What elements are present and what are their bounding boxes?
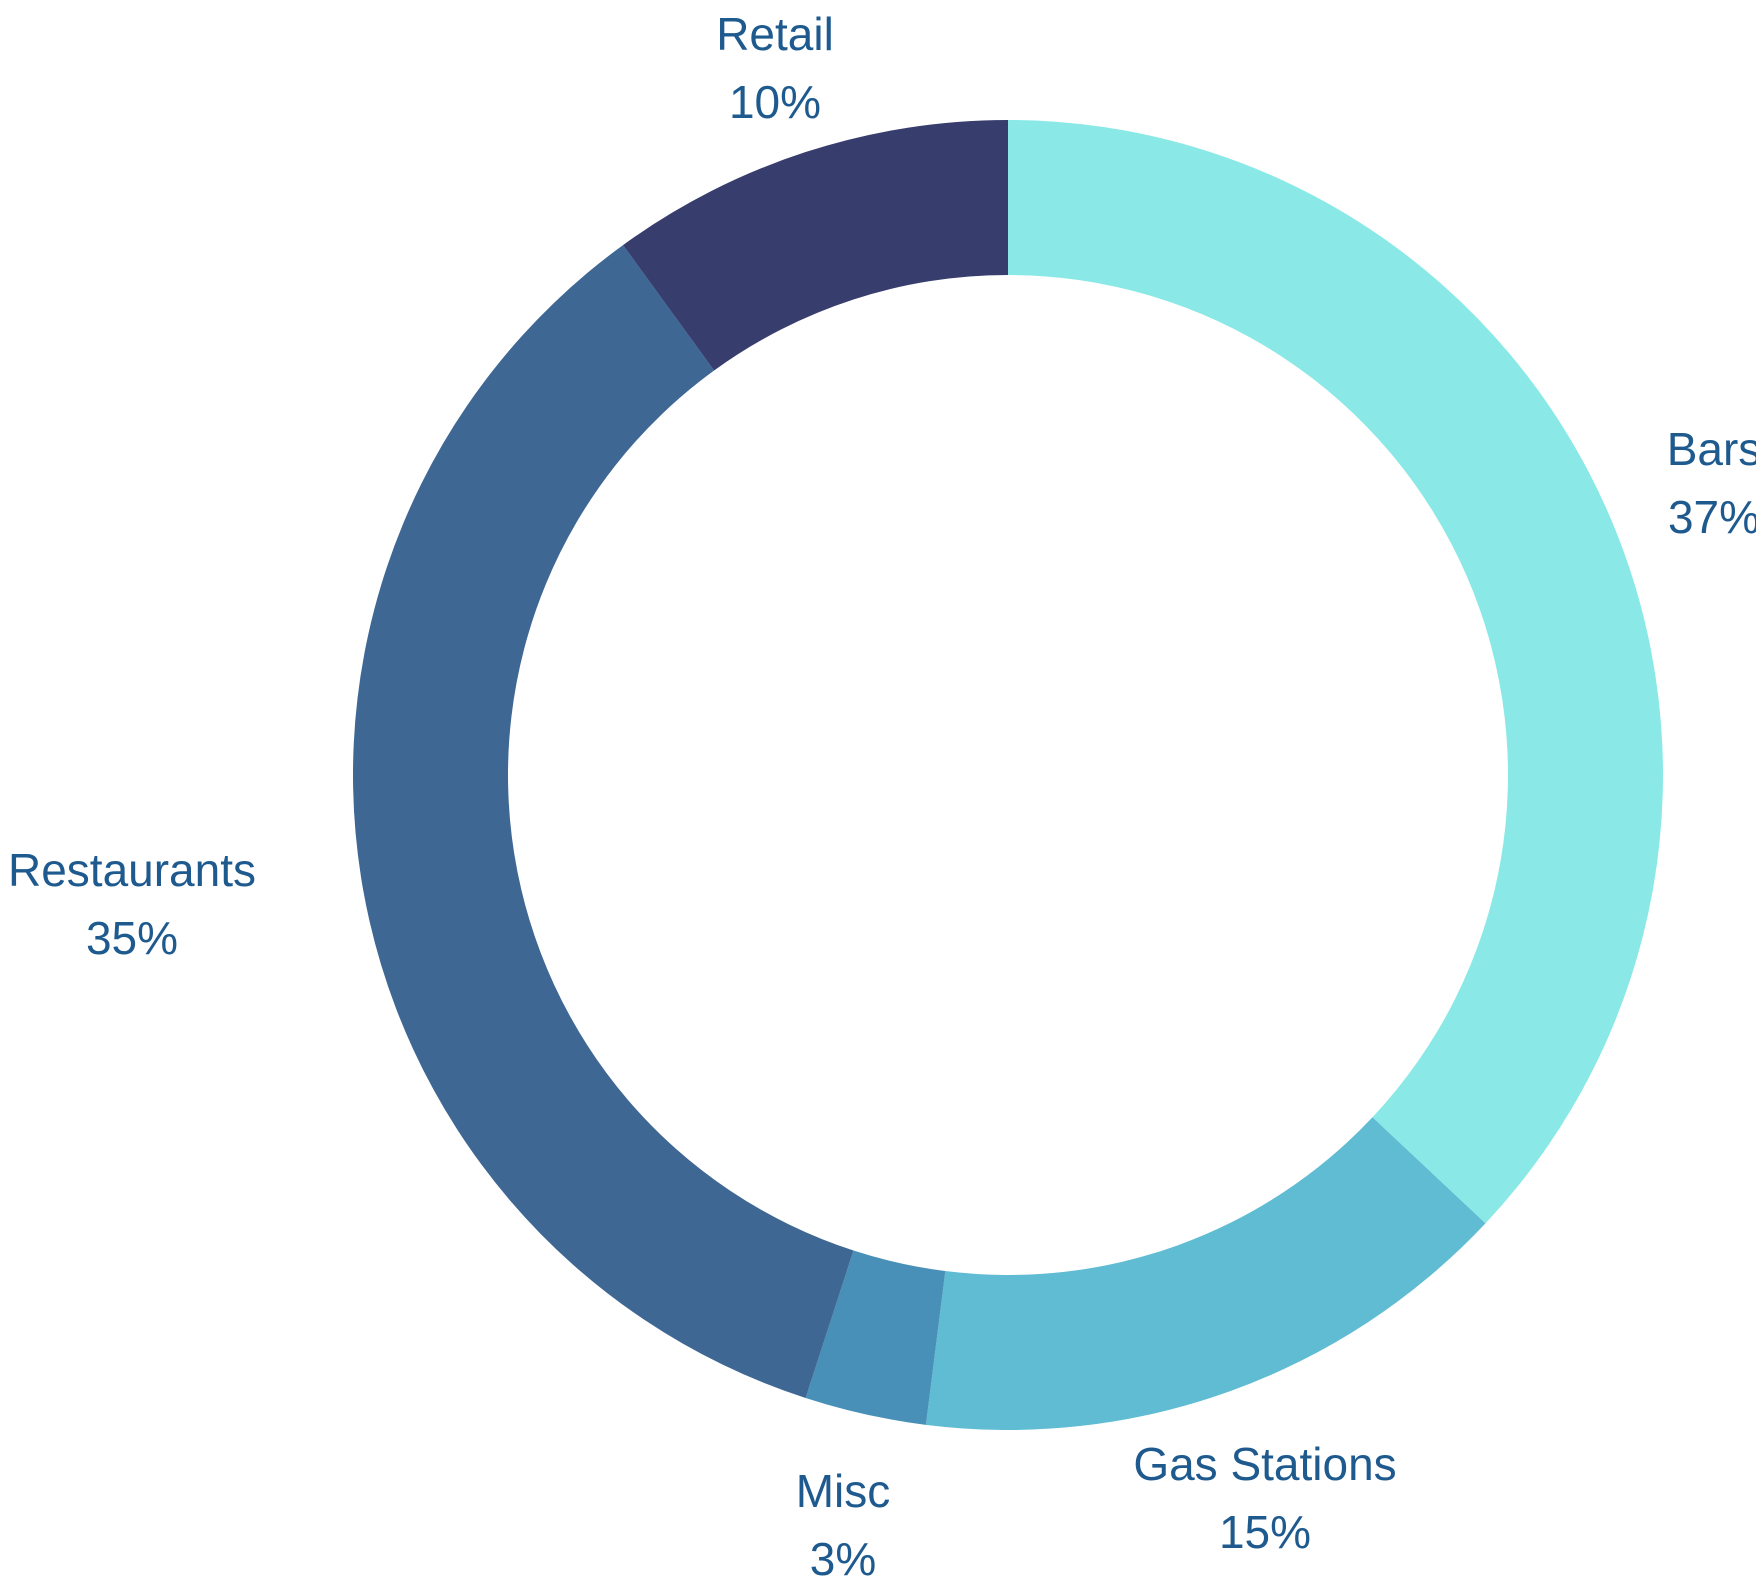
slice-percentage: 35% [85,912,179,964]
slice-category-name: Bars [1666,423,1756,475]
slice-category-name: Retail [716,8,834,60]
slice-retail [623,120,1008,371]
slice-gas-stations [925,1117,1486,1430]
slice-misc [805,1250,946,1425]
slice-label-gas-stations: Gas Stations 15% [1133,1430,1396,1566]
slice-label-restaurants: Restaurants 35% [8,836,256,972]
slice-percentage: 3% [809,1533,877,1585]
slice-label-bars: Bars 37% [1667,415,1756,551]
slice-category-name: Misc [795,1465,891,1517]
slice-bars [1008,120,1663,1224]
slice-category-name: Gas Stations [1133,1438,1397,1490]
slice-label-retail: Retail 10% [716,0,834,136]
slice-category-name: Restaurants [7,844,257,896]
slice-percentage: 37% [1667,491,1756,543]
slice-label-misc: Misc 3% [796,1457,891,1593]
slice-percentage: 15% [1218,1506,1312,1558]
slice-restaurants [353,245,854,1398]
slice-percentage: 10% [728,76,822,128]
